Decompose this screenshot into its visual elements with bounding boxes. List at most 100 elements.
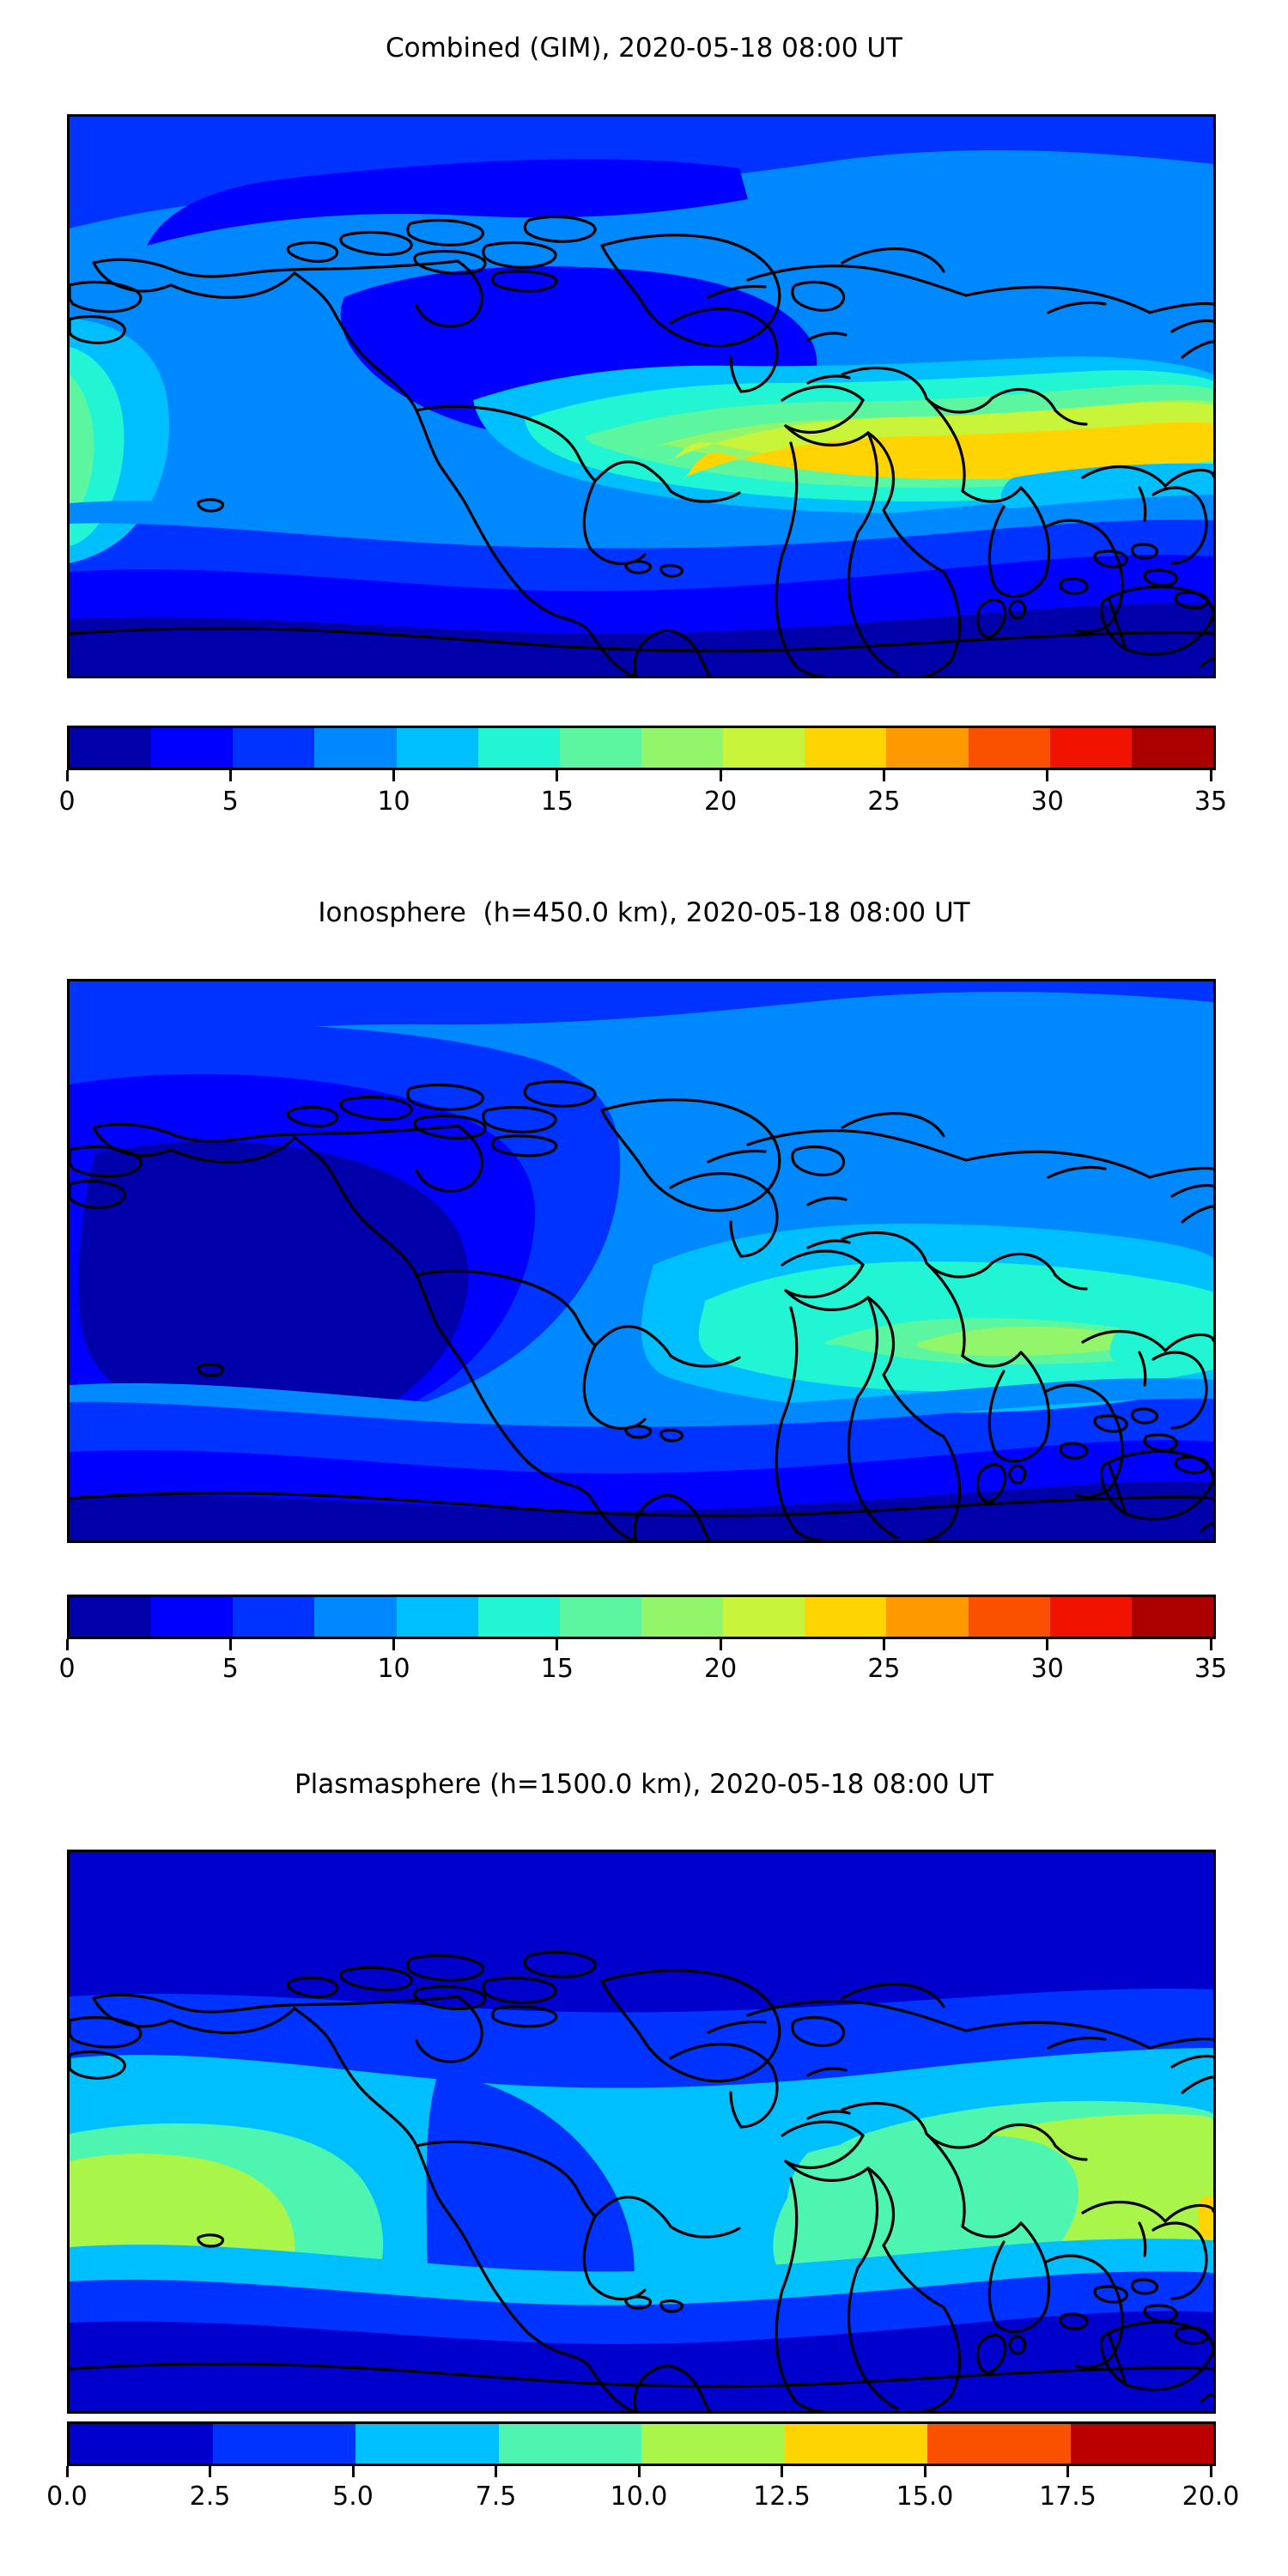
coastlines [70, 1079, 1213, 1540]
colorbar-segment [1131, 728, 1213, 768]
colorbar-segment [1070, 2424, 1213, 2464]
map-canvas-combined-gim [70, 117, 1213, 676]
colorbar-tick-label: 5 [222, 787, 239, 817]
colorbar-segment [151, 1597, 234, 1637]
colorbar-tick-label: 30 [1030, 1654, 1064, 1684]
colorbar-tick [65, 2466, 69, 2477]
colorbar-tick-label: 35 [1194, 1654, 1228, 1684]
colorbar-segment [886, 728, 969, 768]
colorbar-tick-label: 15 [540, 1654, 574, 1684]
coastlines [70, 215, 1213, 676]
colorbar-tick-label: 25 [867, 787, 901, 817]
colorbar-segment [927, 2424, 1071, 2464]
colorbar-tick-label: 0 [58, 1654, 76, 1684]
map-combined-gim[interactable] [67, 114, 1216, 678]
colorbar-segment [70, 728, 152, 768]
map-ionosphere[interactable] [67, 979, 1216, 1543]
colorbar-tick-label: 10 [377, 787, 410, 817]
colorbar-tick [1209, 2466, 1212, 2477]
contour-field-ionosphere [70, 981, 1213, 1540]
colorbar-segment [233, 728, 315, 768]
colorbar-segment [498, 2424, 641, 2464]
colorbar-tick-label: 0.0 [46, 2482, 88, 2512]
colorbar-segment [559, 728, 641, 768]
colorbar-tick [719, 1639, 722, 1650]
colorbar-tick [1046, 770, 1049, 781]
colorbar-tick [923, 2466, 927, 2477]
colorbar-segment [70, 2424, 213, 2464]
colorbar-ionosphere[interactable] [67, 1595, 1216, 1639]
colorbar-tick-label: 12.5 [753, 2482, 811, 2512]
colorbar-segment [1049, 1597, 1132, 1637]
colorbar-segment [641, 1597, 724, 1637]
colorbar-tick [637, 2466, 641, 2477]
colorbar-labels-plasmasphere: 0.0 2.5 5.0 7.5 10.0 12.5 15.0 17.5 20.0 [46, 2482, 1239, 2516]
colorbar-tick-label: 30 [1030, 787, 1064, 817]
colorbar-tick [392, 1639, 396, 1650]
colorbar-tick [1066, 2466, 1069, 2477]
colorbar-tick [65, 1639, 69, 1650]
contour-field-combined-gim [70, 117, 1213, 676]
colorbar-tick-label: 35 [1194, 787, 1228, 817]
colorbar-segment [723, 728, 805, 768]
colorbar-segment [1049, 728, 1132, 768]
colorbar-tick-label: 0 [58, 787, 76, 817]
colorbar-segment [355, 2424, 499, 2464]
colorbar-tick [1209, 1639, 1212, 1650]
colorbar-tick [209, 2466, 211, 2477]
colorbar-segment [212, 2424, 355, 2464]
colorbar-ticks-plasmasphere [65, 2466, 1212, 2480]
colorbar-tick-label: 20 [704, 1654, 738, 1684]
colorbar-ticks-combined-gim [65, 770, 1212, 784]
colorbar-tick-label: 7.5 [475, 2482, 517, 2512]
colorbar-segment [886, 1597, 969, 1637]
colorbar-tick [1046, 1639, 1049, 1650]
colorbar-tick [556, 770, 559, 781]
panel-ionosphere: Ionosphere (h=450.0 km), 2020-05-18 08:0… [0, 859, 1288, 1722]
colorbar-segment [805, 728, 887, 768]
map-canvas-plasmasphere [70, 1852, 1213, 2411]
panel-plasmasphere: Plasmasphere (h=1500.0 km), 2020-05-18 0… [0, 1722, 1288, 2576]
panel-title-ionosphere: Ionosphere (h=450.0 km), 2020-05-18 08:0… [318, 897, 970, 928]
colorbar-tick [556, 1639, 559, 1650]
colorbar-tick [781, 2466, 783, 2477]
colorbar-tick [228, 1639, 232, 1650]
colorbar-tick-label: 10.0 [610, 2482, 668, 2512]
colorbar-segment [805, 1597, 887, 1637]
colorbar-tick [719, 770, 722, 781]
colorbar-tick-label: 20 [704, 787, 738, 817]
map-plasmasphere[interactable] [67, 1850, 1216, 2414]
colorbar-segment [723, 1597, 805, 1637]
colorbar-segment [314, 728, 397, 768]
panel-title-combined-gim: Combined (GIM), 2020-05-18 08:00 UT [386, 33, 902, 64]
coastlines [70, 1950, 1213, 2411]
colorbar-tick-label: 20.0 [1182, 2482, 1240, 2512]
colorbar-tick-label: 25 [867, 1654, 901, 1684]
colorbar-segment [477, 728, 560, 768]
colorbar-tick [392, 770, 396, 781]
colorbar-tick-label: 15 [540, 787, 574, 817]
colorbar-segment [641, 728, 724, 768]
colorbar-tick-label: 5.0 [332, 2482, 374, 2512]
colorbar-tick [228, 770, 232, 781]
colorbar-segment [151, 728, 234, 768]
colorbar-segment [314, 1597, 397, 1637]
colorbar-segment [1131, 1597, 1213, 1637]
colorbar-labels-ionosphere: 0 5 10 15 20 25 30 35 [58, 1654, 1227, 1688]
colorbar-tick-label: 5 [222, 1654, 239, 1684]
colorbar-segment [396, 728, 478, 768]
colorbar-tick [351, 2466, 355, 2477]
colorbar-plasmasphere[interactable] [67, 2421, 1216, 2466]
colorbar-combined-gim[interactable] [67, 726, 1216, 770]
colorbar-segment [477, 1597, 560, 1637]
panel-title-plasmasphere: Plasmasphere (h=1500.0 km), 2020-05-18 0… [294, 1769, 993, 1800]
colorbar-tick-label: 17.5 [1039, 2482, 1097, 2512]
colorbar-segment [968, 728, 1050, 768]
colorbar-ticks-ionosphere [65, 1639, 1212, 1653]
colorbar-tick [882, 1639, 885, 1650]
panel-combined-gim: Combined (GIM), 2020-05-18 08:00 UT [0, 0, 1288, 859]
contour-field-plasmasphere [70, 1852, 1213, 2411]
map-canvas-ionosphere [70, 981, 1213, 1540]
colorbar-tick-label: 2.5 [189, 2482, 231, 2512]
